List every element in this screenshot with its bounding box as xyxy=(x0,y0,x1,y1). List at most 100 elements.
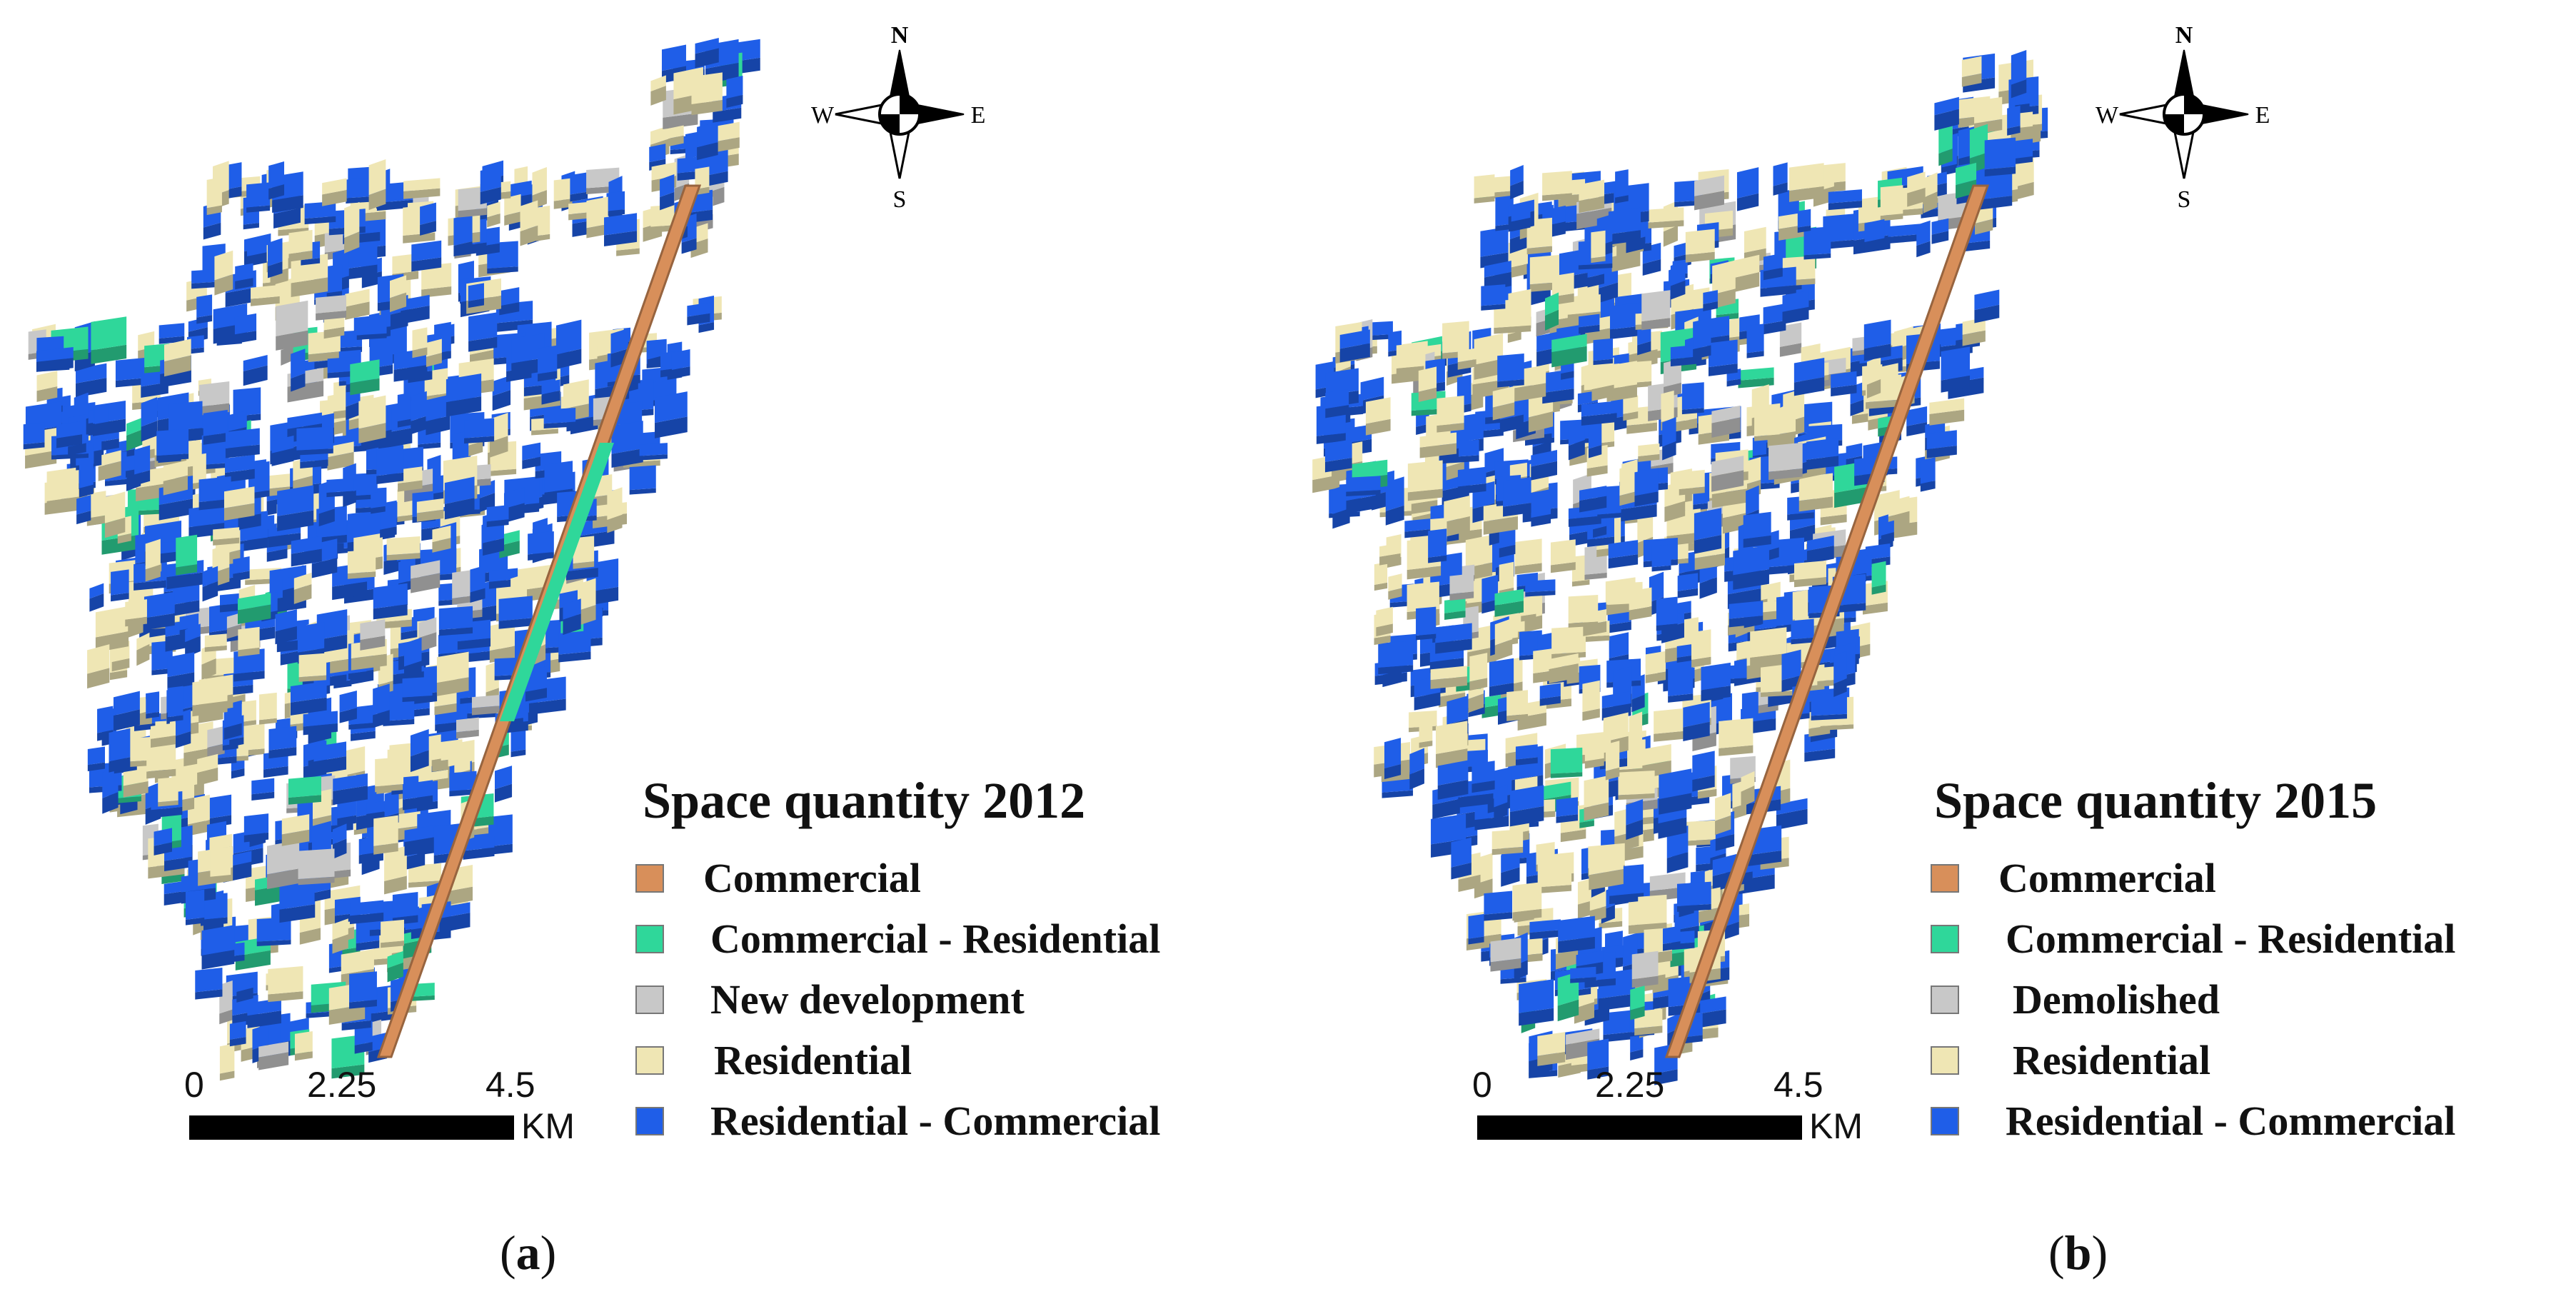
building-wall xyxy=(94,421,109,431)
building-wall xyxy=(1382,790,1414,798)
building-wall xyxy=(511,358,545,377)
building-wall xyxy=(663,113,698,129)
building-roof xyxy=(207,794,232,819)
building-wall xyxy=(503,503,525,523)
building-roof xyxy=(1481,284,1506,306)
building-wall xyxy=(1584,572,1607,580)
building-roof xyxy=(1685,820,1722,841)
building-wall xyxy=(123,781,149,798)
building-wall xyxy=(290,697,327,716)
building-roof xyxy=(228,414,246,431)
building-roof xyxy=(252,1023,269,1050)
building-wall xyxy=(1619,491,1636,506)
building-wall xyxy=(1880,214,1903,221)
building-roof xyxy=(418,617,437,638)
building-roof xyxy=(1712,260,1736,295)
building-roof xyxy=(1551,272,1574,297)
building-wall xyxy=(1654,731,1687,742)
building-wall xyxy=(453,241,473,257)
building-roof xyxy=(1489,658,1514,687)
building-wall xyxy=(1526,246,1552,255)
building-roof xyxy=(408,863,442,883)
building-roof xyxy=(487,201,500,218)
building-wall xyxy=(629,488,656,495)
building-roof xyxy=(1615,169,1629,198)
legend-label: Residential - Commercial xyxy=(710,1098,1161,1144)
building-roof xyxy=(326,478,354,493)
building-wall xyxy=(167,672,195,690)
building-roof xyxy=(1719,718,1754,748)
building-wall xyxy=(418,442,441,450)
building-roof xyxy=(453,214,473,246)
building-wall xyxy=(468,441,483,457)
building-wall xyxy=(1490,958,1521,972)
building-wall xyxy=(1715,833,1735,851)
building-roof xyxy=(144,591,175,618)
building-roof xyxy=(167,686,183,718)
building-roof xyxy=(1808,423,1843,443)
building-wall xyxy=(1474,816,1509,831)
building-wall xyxy=(268,747,297,759)
building-wall xyxy=(1501,867,1520,887)
building-roof xyxy=(1601,691,1631,708)
building-roof xyxy=(489,413,508,443)
building-wall xyxy=(1820,724,1854,731)
building-roof xyxy=(1324,439,1352,462)
building-wall xyxy=(1494,601,1524,617)
building-wall xyxy=(291,548,322,567)
building-wall xyxy=(421,286,452,298)
building-wall xyxy=(1724,921,1739,940)
building-roof xyxy=(233,556,250,574)
building-wall xyxy=(376,619,412,629)
building-roof xyxy=(1969,124,1988,159)
building-wall xyxy=(1558,936,1595,953)
building-wall xyxy=(376,472,404,485)
building-roof xyxy=(1542,171,1572,196)
building-wall xyxy=(316,310,346,321)
building-roof xyxy=(555,319,582,355)
building-wall xyxy=(1474,358,1504,380)
building-wall xyxy=(201,463,229,470)
building-roof xyxy=(1907,171,1926,194)
building-roof xyxy=(185,623,201,643)
legend-label: Commercial - Residential xyxy=(710,916,1161,962)
panel-caption-b: (b) xyxy=(2048,1225,2108,1280)
building-roof xyxy=(97,706,114,733)
building-roof xyxy=(1871,561,1886,588)
building-wall xyxy=(341,1020,371,1031)
building-roof xyxy=(716,121,740,142)
building-wall xyxy=(1979,196,2013,210)
building-roof xyxy=(1556,797,1578,817)
building-wall xyxy=(468,336,498,352)
building-wall xyxy=(1676,418,1697,432)
building-roof xyxy=(235,263,253,281)
building-roof xyxy=(291,348,306,378)
building-wall xyxy=(344,231,360,254)
building-wall xyxy=(1638,453,1660,462)
building-wall xyxy=(1418,387,1437,402)
building-roof xyxy=(1474,174,1495,199)
building-wall xyxy=(1484,912,1512,921)
legend-swatch xyxy=(635,864,664,893)
building-roof xyxy=(1352,459,1388,480)
building-wall xyxy=(1507,331,1521,343)
legend-swatch xyxy=(1931,985,1959,1014)
building-roof xyxy=(1591,357,1614,390)
building-roof xyxy=(492,375,511,396)
building-wall xyxy=(354,1042,373,1054)
building-roof xyxy=(214,250,233,281)
building-roof xyxy=(376,445,404,476)
building-roof xyxy=(1566,1028,1600,1045)
building-roof xyxy=(1638,443,1660,456)
building-roof xyxy=(1509,785,1544,813)
building-roof xyxy=(1376,606,1393,628)
building-roof xyxy=(1332,483,1350,514)
building-wall xyxy=(397,418,411,428)
building-wall xyxy=(1474,196,1495,204)
building-roof xyxy=(158,776,178,803)
building-roof xyxy=(136,632,150,651)
building-roof xyxy=(201,925,235,956)
building-roof xyxy=(1729,601,1764,619)
building-wall xyxy=(1589,868,1624,891)
building-roof xyxy=(251,778,275,795)
